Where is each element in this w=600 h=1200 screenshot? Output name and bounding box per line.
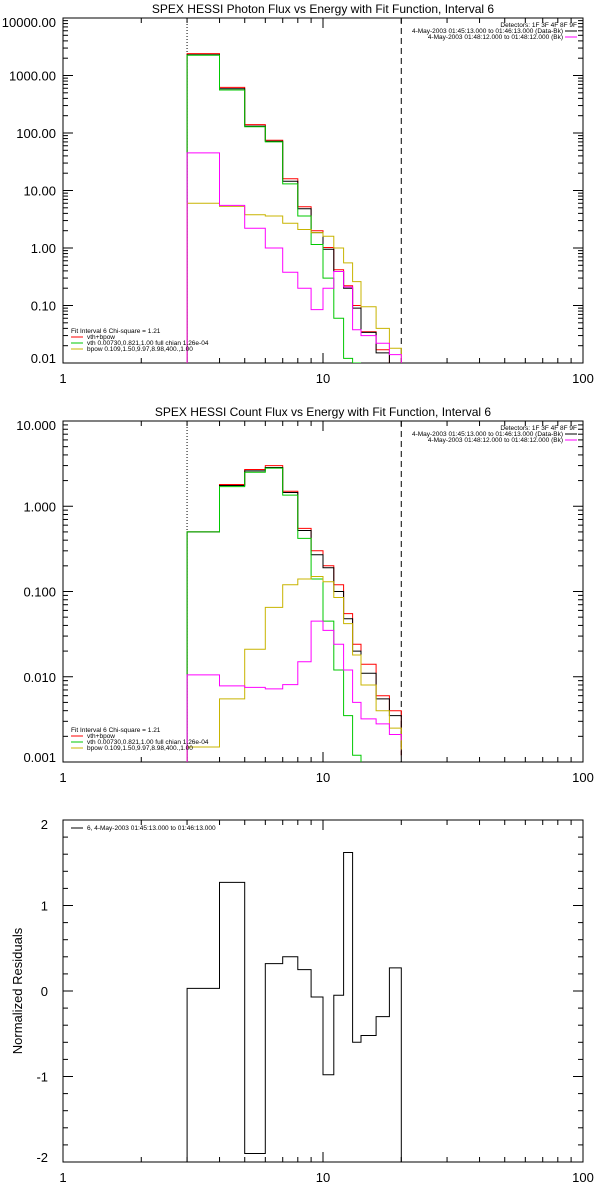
legend-fit-header: Fit Interval 6 Chi-square = 1.21 [71,727,161,734]
x-tick-label: 1 [59,770,66,785]
legend-fit-header: Fit Interval 6 Chi-square = 1.21 [71,328,161,335]
series-line-bk [186,620,402,762]
series-line-total [186,54,402,363]
legend-entry-label: vth 0.00730,0.821,1.00 full chian 1.26e-… [87,739,209,746]
legend-entry-label: bpow 0.109,1.50,9.97,8.98,400.,1.00 [87,745,193,752]
x-tick-label: 100 [572,1170,594,1185]
legend-entry-label: 6, 4-May-2003 01:45:13.000 to 01:46:13.0… [87,825,216,832]
x-tick-label: 10 [316,371,330,386]
legend-entry-label: 4-May-2003 01:45:13.000 to 01:46:13.000 … [412,431,563,438]
y-tick-label: 0 [41,984,48,999]
legend-detectors: Detectors: 1F 3F 4F 8F 9F [500,22,577,29]
y-tick-label: -1 [36,1070,48,1085]
legend-entry-label: 4-May-2003 01:48:12.000 to 01:48:12.000 … [428,34,563,41]
y-tick-label: 1 [41,899,48,914]
legend-entry-label: 4-May-2003 01:45:13.000 to 01:46:13.000 … [412,28,563,35]
x-tick-label: 100 [572,770,594,785]
y-tick-label: 0.01 [31,351,56,366]
y-tick-label: 1.00 [31,241,56,256]
y-tick-label: 10000.00 [2,15,56,30]
x-tick-label: 10 [316,1170,330,1185]
x-tick-label: 1 [59,371,66,386]
chart-title: SPEX HESSI Photon Flux vs Energy with Fi… [152,2,494,16]
y-tick-label: 0.010 [23,670,56,685]
y-tick-label: 10.000 [16,418,56,433]
y-tick-label: 2 [41,817,48,832]
x-tick-label: 10 [316,770,330,785]
series-line-background [186,53,402,363]
y-tick-label: 1.000 [23,499,56,514]
legend-entry-label: vth+bpow [87,334,115,341]
series-line-bpow [186,576,402,762]
legend-entry-label: vth+bpow [87,733,115,740]
series-line-vth [186,54,361,363]
series-line-bk [186,152,402,363]
series-line-total [186,852,402,1162]
y-tick-label: 10.00 [23,184,56,199]
legend-entry-label: 4-May-2003 01:48:12.000 to 01:48:12.000 … [428,437,563,444]
plot-frame [62,17,584,364]
legend-detectors: Detectors: 1F 3F 4F 8F 9F [500,425,577,432]
legend-entry-label: bpow 0.109,1.50,9.97,8.98,400.,1.00 [87,346,193,353]
y-tick-label: 1000.00 [9,69,56,84]
y-tick-label: -2 [36,1150,48,1165]
x-tick-label: 100 [572,371,594,386]
y-tick-label: 0.100 [23,585,56,600]
chart-title: SPEX HESSI Count Flux vs Energy with Fit… [155,405,491,419]
series-line-bpow [186,202,402,363]
legend-entry-label: vth 0.00730,0.821,1.00 full chian 1.26e-… [87,340,209,347]
y-tick-label: 0.001 [23,750,56,765]
series-line-vth [186,467,362,762]
plot-frame [62,819,584,1163]
y-axis-label: Normalized Residuals [10,927,25,1054]
x-tick-label: 1 [59,1170,66,1185]
y-tick-label: 100.00 [16,126,56,141]
y-tick-label: 0.10 [31,299,56,314]
